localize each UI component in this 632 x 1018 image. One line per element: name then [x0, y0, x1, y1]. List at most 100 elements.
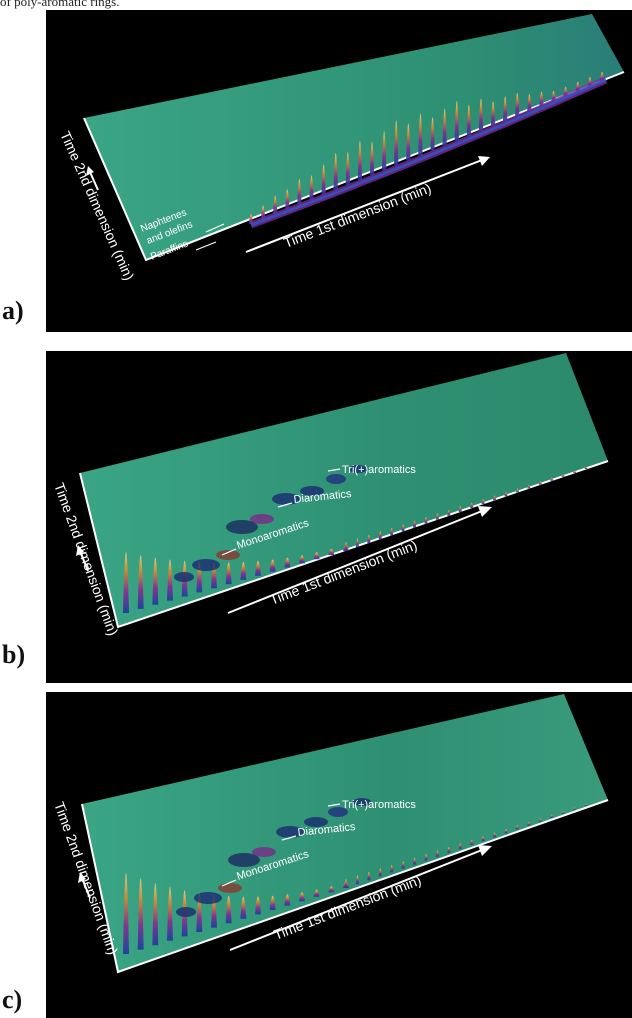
chromatogram-peak	[454, 100, 459, 141]
chromatogram-peak	[424, 854, 428, 861]
chromatogram-peak	[435, 850, 440, 857]
chromatogram-peak	[269, 895, 276, 910]
chromatogram-panel-c: Time 2nd dimension (min) Time 1st dimens…	[46, 692, 632, 1018]
chromatogram-panel-a: Time 2nd dimension (min) Time 1st dimens…	[46, 10, 632, 332]
x-axis-arrow	[245, 156, 490, 253]
aromatic-cluster-group	[176, 798, 371, 917]
chromatogram-peak	[481, 499, 485, 505]
chromatogram-peak	[367, 871, 371, 881]
aromatic-spot	[300, 486, 324, 496]
annotation-arrow-paraffins	[195, 241, 217, 251]
chromatogram-b-svg: Time 2nd dimension (min) Time 1st dimens…	[51, 353, 609, 638]
chromatogram-peak	[225, 895, 232, 924]
aromatic-spot	[176, 907, 196, 917]
chromatogram-peak	[527, 821, 531, 826]
chromatogram-peak	[378, 531, 382, 540]
chromatogram-peak	[269, 559, 276, 572]
aromatic-spot	[304, 817, 328, 827]
chromatogram-peak	[504, 492, 508, 497]
chromatogram-peak	[273, 195, 278, 215]
chromatogram-peak	[492, 832, 497, 838]
chromatogram-peak	[490, 101, 496, 127]
chromatogram-peak	[492, 495, 497, 501]
chromatogram-peak	[401, 861, 405, 869]
chromatogram-peak	[240, 561, 247, 580]
paraffin-ridge	[249, 76, 608, 229]
chromatogram-peak	[381, 130, 387, 171]
chromatogram-peak	[390, 527, 394, 536]
chromatogram-peak	[255, 896, 261, 915]
chromatogram-peak	[466, 104, 472, 136]
annotation-arrow-diaromatics	[281, 835, 297, 841]
axis-frame	[81, 799, 609, 974]
chromatogram-peak	[240, 896, 247, 919]
peak-group	[248, 72, 605, 224]
chromatogram-peak	[355, 538, 360, 548]
chromatogram-peak	[572, 470, 577, 473]
aromatic-spot	[328, 807, 348, 817]
chromatogram-peak	[515, 825, 520, 830]
annotation-arrow-diaromatics	[277, 502, 293, 508]
aromatic-cluster-group	[174, 465, 367, 582]
y-axis-arrow	[76, 545, 89, 572]
chromatogram-peak	[406, 123, 411, 161]
chromatogram-peak	[284, 557, 291, 568]
chromatogram-peak	[367, 534, 371, 544]
chromatogram-peak	[584, 804, 588, 806]
chromatogram-peak	[378, 868, 382, 877]
chromatogram-peak	[442, 108, 447, 146]
chromatogram-a-svg: Time 2nd dimension (min) Time 1st dimens…	[57, 14, 625, 283]
chromatogram-peak	[357, 140, 363, 180]
chromatogram-peak	[333, 152, 338, 190]
axis-frame	[83, 71, 625, 262]
aromatic-spot	[326, 474, 346, 484]
chromatogram-peak	[515, 92, 520, 117]
chromatogram-peak	[527, 484, 531, 489]
chromatogram-peak	[369, 141, 375, 176]
chromatogram-peak	[167, 559, 173, 601]
chromatogram-peak	[355, 875, 360, 885]
chromatogram-peak	[539, 91, 544, 107]
chromatogram-c-svg: Time 2nd dimension (min) Time 1st dimens…	[51, 694, 609, 974]
chromatogram-peak	[515, 488, 520, 493]
chromatogram-peak	[584, 467, 588, 469]
aromatic-spot	[272, 493, 300, 505]
caption-fragment: of poly-aromatic rings.	[0, 0, 120, 9]
chromatogram-peak	[458, 506, 462, 512]
chromatogram-panel-b: Time 2nd dimension (min) Time 1st dimens…	[46, 351, 632, 683]
annotation-triaromatics: Tri(+)aromatics	[342, 799, 416, 811]
chromatogram-peak	[137, 878, 144, 950]
aromatic-spot	[349, 465, 367, 473]
panel-letter-a: a)	[2, 296, 24, 325]
y-axis-arrow	[86, 166, 99, 191]
surface-plane	[80, 353, 608, 627]
chromatogram-peak	[309, 175, 314, 200]
chromatogram-peak	[418, 113, 423, 156]
chromatogram-peak	[447, 846, 451, 853]
aromatic-spot	[192, 559, 220, 571]
chromatogram-peak	[412, 857, 417, 865]
chromatogram-peak	[285, 189, 290, 210]
chromatogram-peak	[504, 829, 508, 834]
annotation-arrow-triaromatics	[327, 468, 341, 472]
chromatogram-peak	[299, 892, 305, 902]
chromatogram-peak	[412, 520, 417, 528]
chromatogram-peak	[299, 555, 305, 564]
chromatogram-peak	[344, 879, 348, 888]
chromatogram-peak	[137, 554, 144, 609]
annotation-arrow-naphtenes	[205, 223, 225, 233]
y-axis-arrow	[78, 872, 91, 899]
chromatogram-peak	[152, 882, 159, 946]
annotation-triaromatics: Tri(+)aromatics	[342, 464, 416, 476]
chromatogram-peak	[470, 502, 474, 509]
x-axis-arrow	[227, 506, 492, 614]
aromatic-spot	[353, 798, 371, 806]
aromatic-spot	[218, 883, 242, 893]
chromatogram-peak	[390, 864, 394, 873]
aromatic-spot	[250, 514, 274, 524]
chromatogram-peak	[401, 524, 405, 532]
chromatogram-peak	[561, 811, 565, 814]
chromatogram-peak	[297, 178, 302, 205]
chromatogram-peak	[481, 836, 485, 842]
chromatogram-peak	[458, 843, 462, 849]
